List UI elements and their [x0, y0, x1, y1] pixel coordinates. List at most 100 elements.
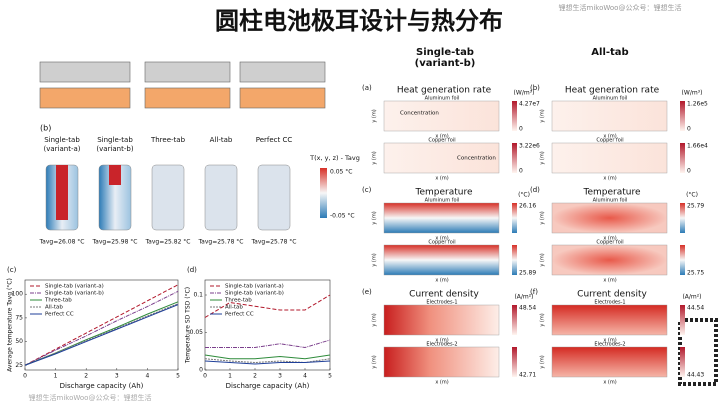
tavg: Tavg=26.08 °C	[38, 239, 84, 246]
colorbar	[512, 203, 517, 233]
y-tick-label: 0.05	[190, 329, 204, 336]
panel-label: (b)	[530, 84, 540, 92]
heatmap	[383, 346, 500, 378]
x-tick-label: 3	[278, 373, 282, 380]
colorbar-max: 3.22e6	[519, 143, 540, 150]
x-axis-label: x (m)	[435, 278, 448, 284]
plot-subtitle: Aluminum foil	[593, 198, 628, 204]
colorbar	[680, 203, 685, 233]
colorbar-min: 44.43	[687, 372, 704, 379]
panel-label: (c)	[362, 186, 372, 194]
heatmap	[383, 202, 500, 234]
panel-label: (c)	[7, 266, 17, 274]
y-axis-label: y (m)	[540, 253, 546, 266]
y-axis-label: y (m)	[372, 211, 378, 224]
colorbar-min: -0.05 °C	[330, 213, 355, 220]
y-axis-label: y (m)	[372, 313, 378, 326]
colorbar	[512, 305, 517, 335]
series-line	[204, 294, 331, 318]
colorbar-min: 42.71	[519, 372, 536, 379]
legend-label: Single-tab (variant-b)	[225, 291, 284, 297]
colorbar-min: 0	[519, 126, 523, 133]
x-axis-label: x (m)	[435, 338, 448, 344]
colorbar	[320, 168, 327, 218]
heatmap	[383, 304, 500, 336]
y-axis-label: y (m)	[540, 151, 546, 164]
x-axis-label: Discharge capacity (Ah)	[60, 382, 144, 390]
column-header: All-tab	[591, 47, 628, 58]
x-tick-label: 3	[115, 373, 119, 380]
tavg: Tavg=25.78 °C	[250, 239, 296, 246]
legend-label: Three-tab	[44, 298, 72, 304]
legend-label: Three-tab	[224, 298, 252, 304]
y-tick-label: 0.1	[193, 292, 203, 299]
plot-subtitle: Copper foil	[428, 138, 455, 144]
colorbar-title: T(x, y, z) - Tavg	[309, 154, 360, 162]
colorbar-min: 25.89	[519, 270, 536, 277]
colorbar-max: 25.79	[687, 203, 704, 210]
cylinder	[151, 164, 185, 231]
panel-label: (b)	[40, 124, 51, 133]
annotation: Concentration	[400, 111, 439, 117]
x-axis-label: x (m)	[603, 278, 616, 284]
unit: (W/m³)	[682, 90, 703, 97]
colorbar	[680, 245, 685, 275]
series-line	[24, 284, 179, 366]
panel-label: (f)	[530, 288, 538, 296]
x-tick-label: 5	[176, 373, 180, 380]
series-line	[24, 290, 179, 366]
plot-frame	[204, 279, 331, 371]
x-axis-label: x (m)	[435, 380, 448, 386]
colorbar	[512, 143, 517, 173]
series-line	[24, 303, 179, 366]
colorbar	[512, 245, 517, 275]
y-axis-label: y (m)	[372, 109, 378, 122]
x-tick-label: 4	[303, 373, 307, 380]
panel-title: Current density	[577, 290, 647, 300]
y-axis-label: Temperature SD TSD (°C)	[185, 287, 192, 364]
panel-title: Temperature	[414, 188, 472, 198]
series-line	[205, 339, 331, 349]
y-tick-label: 50	[15, 338, 23, 345]
panel-label: (a)	[362, 84, 372, 92]
plot-frame	[24, 279, 179, 371]
legend-label: Single-tab (variant-a)	[225, 284, 284, 290]
panel-title: Current density	[409, 290, 479, 300]
design-name: Three-tab	[150, 136, 186, 144]
panel-b: (b)Single-tab(variant-a)Tavg=26.08 °CSin…	[38, 124, 359, 246]
colorbar	[680, 347, 685, 377]
colorbar	[680, 101, 685, 131]
legend-label: All-tab	[45, 305, 63, 311]
plot-subtitle: Electrodes-1	[426, 300, 457, 306]
x-axis-label: x (m)	[603, 236, 616, 242]
right-panels: Single-tab(variant-b) All-tab (a) Heat gene…	[362, 47, 708, 386]
hot-core	[56, 165, 68, 220]
heatmap	[551, 142, 668, 174]
legend-label: Single-tab (variant-a)	[45, 284, 104, 290]
y-axis-label: y (m)	[372, 151, 378, 164]
unit: (A/m²)	[514, 294, 533, 301]
colorbar-max: 26.16	[519, 203, 536, 210]
hot-core	[109, 165, 121, 185]
heatmap	[551, 202, 668, 234]
design-name: (variant-a)	[43, 145, 80, 153]
unit: (W/m³)	[514, 90, 535, 97]
colorbar-max: 48.54	[519, 305, 536, 312]
series-line	[204, 360, 331, 365]
plot-subtitle: Copper foil	[428, 240, 455, 246]
column-header: Single-tab	[416, 47, 474, 58]
plot-subtitle: Aluminum foil	[425, 198, 460, 204]
panel-title: Temperature	[582, 188, 640, 198]
legend-label: Single-tab (variant-b)	[45, 291, 104, 297]
colorbar-min: 0	[687, 126, 691, 133]
plot-subtitle: Electrodes-2	[594, 342, 625, 348]
y-axis-label: y (m)	[540, 109, 546, 122]
x-tick-label: 0	[23, 373, 27, 380]
design-name: Single-tab	[97, 136, 133, 144]
y-axis-label: y (m)	[540, 355, 546, 368]
x-tick-label: 1	[54, 373, 58, 380]
colorbar	[680, 143, 685, 173]
series-line	[204, 354, 331, 360]
legend-label: Perfect CC	[45, 312, 74, 318]
